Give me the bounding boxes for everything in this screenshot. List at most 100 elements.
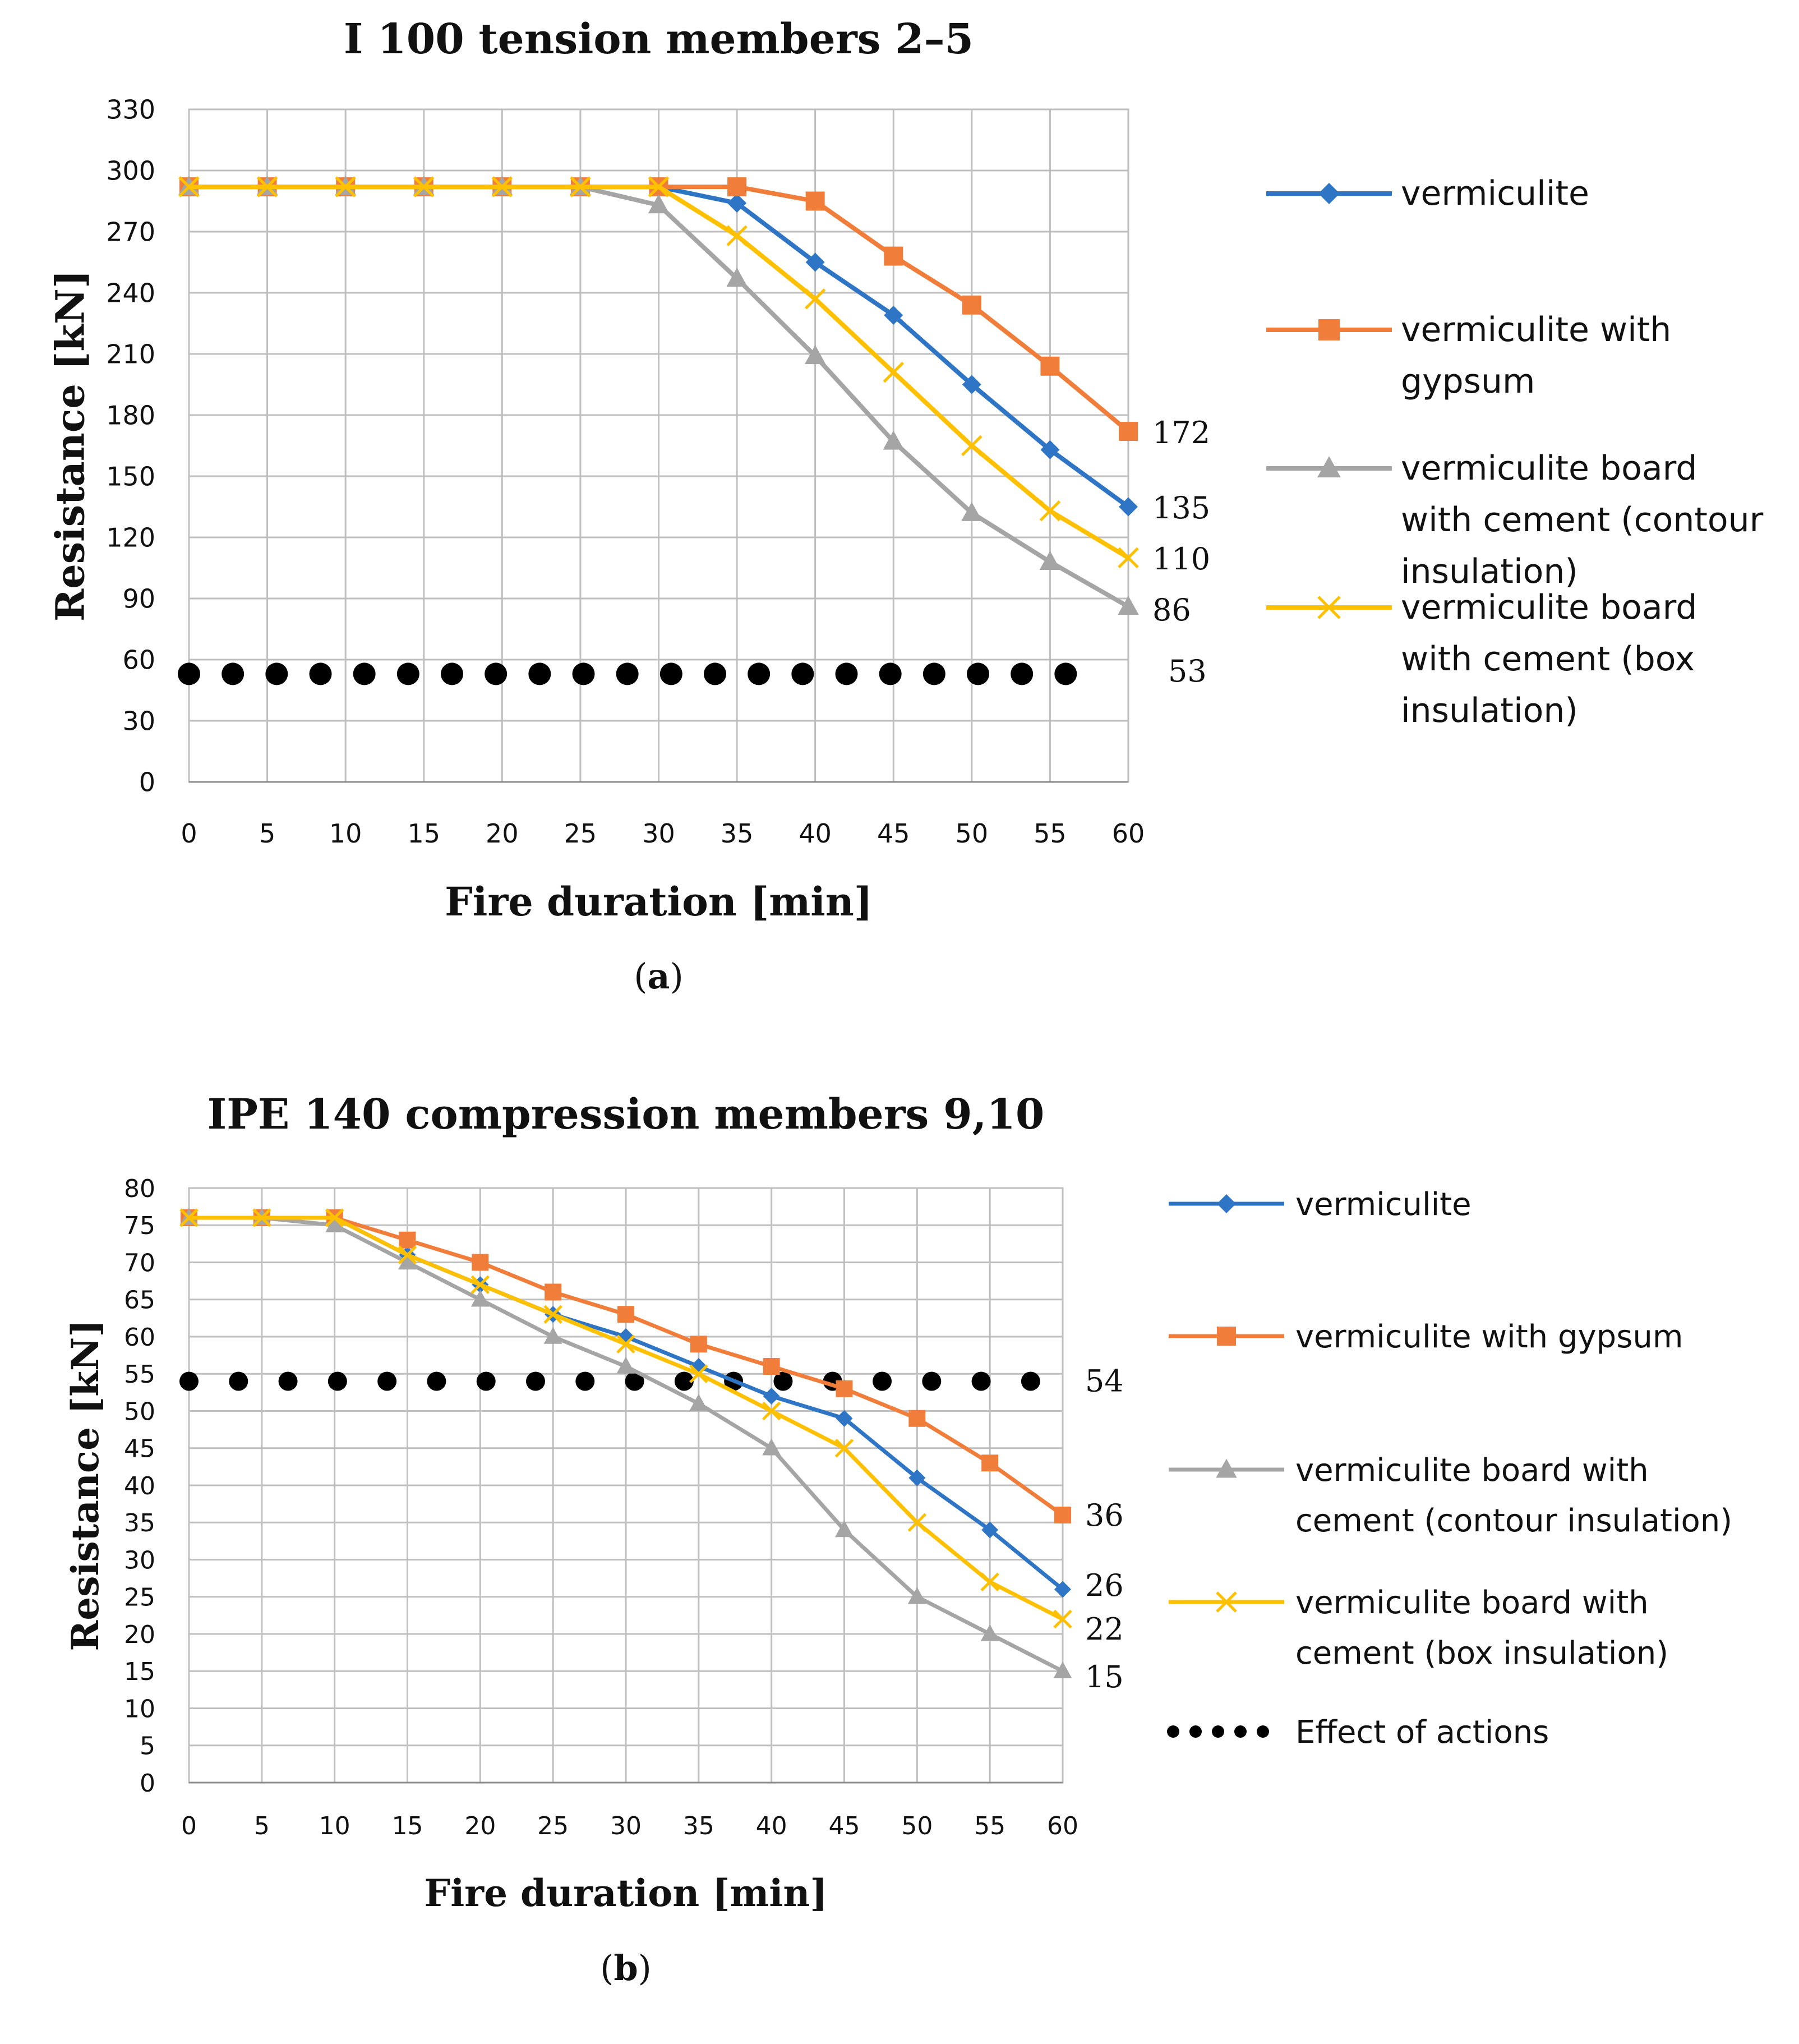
effect-of-actions-point [575,1371,595,1391]
effect-of-actions-point [327,1371,347,1391]
legend-item-effect-of-actions: Effect of actions [1167,1714,1549,1751]
legend-item: vermiculite [1266,174,1589,213]
chart-a: I 100 tension members 2–5030609012015018… [47,15,1764,997]
y-tick-label: 10 [124,1695,155,1723]
y-tick-label: 25 [124,1583,155,1612]
series-end-value-label: 22 [1085,1612,1124,1647]
effect-of-actions-point [835,662,858,685]
y-tick-label: 120 [106,523,155,553]
effect-of-actions-point [309,662,332,685]
data-point [1053,1661,1072,1678]
data-point [907,1513,927,1532]
legend-dot [1212,1725,1224,1738]
y-tick-label: 30 [124,1546,155,1575]
y-tick-label: 20 [124,1621,155,1649]
x-tick-label: 20 [486,818,519,849]
data-point [1054,1581,1071,1598]
y-tick-label: 30 [122,706,155,736]
effect-of-actions-point [476,1371,496,1391]
effect-of-actions-point [791,662,814,685]
legend-label: vermiculite [1295,1186,1472,1223]
data-point [727,177,747,197]
chart-title: IPE 140 compression members 9,10 [207,1090,1045,1139]
legend-dot [1257,1725,1269,1738]
effect-of-actions-point [922,1371,942,1391]
effect-of-actions-point [526,1371,546,1391]
x-axis-label: Fire duration [min] [445,878,873,925]
legend-label: insulation) [1401,691,1578,730]
y-tick-label: 330 [106,95,155,125]
legend-item: vermiculite board with cement (box insula… [1169,1585,1668,1672]
series-end-value-label: 36 [1085,1498,1124,1533]
effect-of-actions-point [971,1371,991,1391]
y-tick-label: 35 [124,1509,155,1537]
data-point [252,1208,271,1227]
data-point [1119,497,1138,517]
data-point [545,1283,562,1301]
data-point [726,225,748,247]
data-point [178,176,200,197]
effect-of-actions-point [178,662,200,685]
x-tick-label: 50 [956,818,989,849]
data-point [398,1253,417,1270]
data-point [1040,356,1060,376]
panel-label: (b) [600,1948,652,1988]
data-point [836,1380,853,1397]
y-tick-label: 270 [106,217,155,247]
y-axis-label: Resistance [kN] [63,1319,107,1651]
legend-item: vermiculite board with cement (contour in… [1169,1452,1732,1539]
legend-label: Effect of actions [1295,1714,1549,1751]
panel-label-open: ( [634,956,647,997]
data-point [834,1438,854,1458]
y-tick-label: 90 [122,584,155,614]
effect-of-actions-point [427,1371,446,1391]
data-point [884,246,903,266]
series-end-value-label: 15 [1085,1659,1124,1695]
x-tick-label: 35 [683,1812,714,1840]
effect-of-actions-point [748,662,771,685]
legend-dot [1189,1725,1202,1738]
data-point [399,1231,416,1249]
data-point [804,288,826,310]
panel-label-close: ) [638,1948,652,1988]
data-point [398,1245,417,1265]
effect-of-actions-point [616,662,639,685]
data-point [616,1334,635,1354]
legend-marker [1317,596,1341,619]
legend-label: vermiculite [1401,174,1589,213]
y-tick-label: 55 [124,1360,155,1389]
y-tick-label: 45 [124,1435,155,1463]
data-point [883,361,905,383]
data-point [1119,422,1138,441]
effect-of-actions-point [879,662,902,685]
data-point [689,1394,708,1411]
x-tick-label: 60 [1047,1812,1078,1840]
x-tick-label: 0 [181,818,197,849]
effect-of-actions-point [179,1371,199,1391]
legend-label: vermiculite board [1401,588,1697,627]
effect-of-actions-point [396,662,419,685]
data-point [413,176,435,197]
data-point [1054,1507,1071,1523]
y-tick-label: 15 [124,1658,155,1686]
data-point [690,1336,707,1353]
effect-of-actions-series [179,1371,1040,1391]
legend-label: vermiculite board with [1295,1452,1649,1489]
y-tick-label: 80 [124,1175,155,1203]
x-tick-label: 45 [877,818,910,849]
data-point [804,345,826,365]
legend-label: vermiculite board [1401,449,1697,488]
legend-label: cement (box insulation) [1295,1635,1668,1672]
effect-of-actions-value-label: 53 [1168,653,1207,689]
plot-area [188,1187,1064,1784]
y-tick-label: 75 [124,1212,155,1240]
data-point [763,1388,780,1405]
x-tick-label: 30 [610,1812,642,1840]
legend-marker [1217,1194,1236,1213]
x-tick-label: 30 [642,818,675,849]
legend-label: with cement (box [1401,639,1695,679]
effect-of-actions-point [1021,1371,1040,1391]
x-tick-label: 5 [259,818,275,849]
effect-of-actions-point [1011,662,1034,685]
